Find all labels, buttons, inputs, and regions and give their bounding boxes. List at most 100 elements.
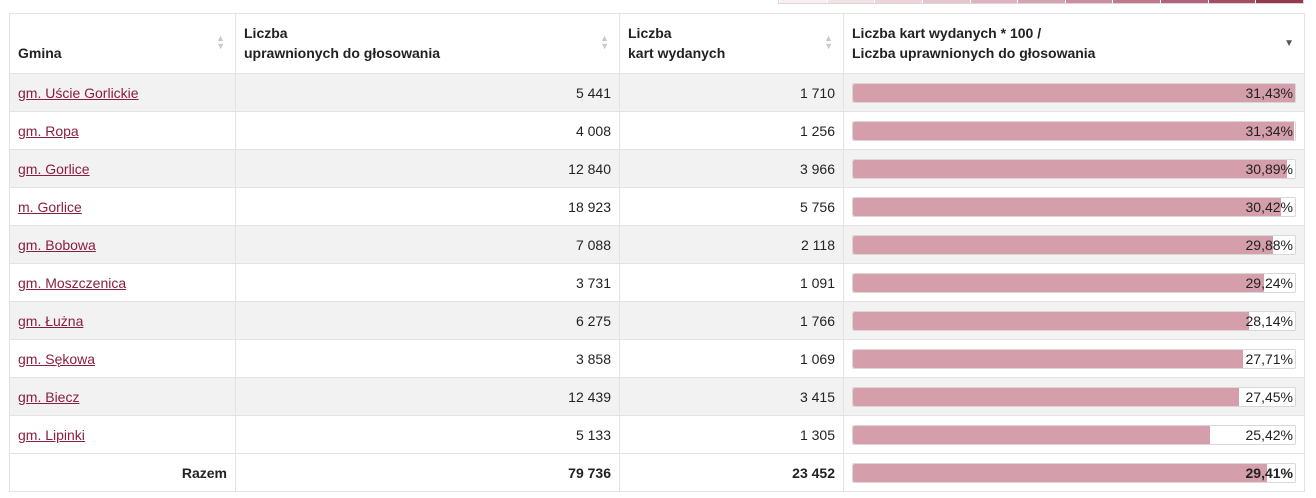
gmina-link[interactable]: gm. Łużna xyxy=(18,312,84,329)
sort-both-icon[interactable]: ▲ ▼ xyxy=(824,33,833,51)
gmina-cell: gm. Biecz xyxy=(9,377,236,416)
column-header-label: Liczba xyxy=(628,25,672,41)
frekwencja-bar-fill xyxy=(853,121,1294,140)
table-header-row: Gmina ▲ ▼ Liczba uprawnionych do głosowan… xyxy=(9,13,1305,74)
gmina-cell: m. Gorlice xyxy=(9,187,236,226)
frekwencja-value: 27,71% xyxy=(1245,350,1293,367)
frekwencja-cell: 30,42% xyxy=(843,187,1305,226)
total-row: Razem 79 736 23 452 29,41% xyxy=(9,453,1305,492)
column-header-gmina[interactable]: Gmina ▲ ▼ xyxy=(9,13,236,74)
column-header-label: Liczba uprawnionych do głosowania xyxy=(852,45,1096,61)
sort-both-icon[interactable]: ▲ ▼ xyxy=(216,33,225,51)
gmina-cell: gm. Łużna xyxy=(9,301,236,340)
karty-cell: 1 069 xyxy=(619,339,844,378)
frekwencja-bar: 30,42% xyxy=(852,196,1296,217)
gmina-link[interactable]: gm. Uście Gorlickie xyxy=(18,84,139,101)
frekwencja-cell: 31,34% xyxy=(843,111,1305,150)
legend-swatch xyxy=(826,0,875,3)
frekwencja-bar: 31,34% xyxy=(852,120,1296,141)
gmina-link[interactable]: gm. Sękowa xyxy=(18,350,96,367)
legend-swatch xyxy=(1017,0,1065,3)
column-header-frekwencja[interactable]: Liczba kart wydanych * 100 / Liczba upra… xyxy=(843,13,1305,74)
legend-swatch xyxy=(1207,0,1256,3)
frekwencja-bar: 29,24% xyxy=(852,272,1296,293)
frekwencja-cell: 25,42% xyxy=(843,415,1305,454)
frekwencja-value: 30,89% xyxy=(1245,160,1293,177)
column-header-label: Liczba xyxy=(244,25,288,41)
gmina-link[interactable]: gm. Lipinki xyxy=(18,426,85,443)
frekwencja-bar: 30,89% xyxy=(852,158,1296,179)
table-row: gm. Uście Gorlickie 5 441 1 710 31,43% xyxy=(9,73,1305,112)
frekwencja-bar-fill xyxy=(853,273,1265,292)
legend-swatch xyxy=(921,0,970,3)
column-header-karty[interactable]: Liczba kart wydanych ▲ ▼ xyxy=(619,13,844,74)
legend-swatch xyxy=(1255,0,1304,3)
table-row: gm. Biecz 12 439 3 415 27,45% xyxy=(9,377,1305,416)
frekwencja-bar-fill xyxy=(853,349,1243,368)
frekwencja-value: 25,42% xyxy=(1245,426,1293,443)
uprawnieni-cell: 7 088 xyxy=(235,225,620,264)
karty-cell: 1 305 xyxy=(619,415,844,454)
color-scale-legend xyxy=(778,0,1304,4)
frekwencja-bar-fill xyxy=(853,463,1267,482)
uprawnieni-cell: 12 439 xyxy=(235,377,620,416)
table-row: gm. Lipinki 5 133 1 305 25,42% xyxy=(9,415,1305,454)
table-row: m. Gorlice 18 923 5 756 30,42% xyxy=(9,187,1305,226)
gmina-cell: gm. Lipinki xyxy=(9,415,236,454)
frekwencja-cell: 27,45% xyxy=(843,377,1305,416)
uprawnieni-cell: 6 275 xyxy=(235,301,620,340)
frekwencja-cell: 31,43% xyxy=(843,73,1305,112)
uprawnieni-cell: 18 923 xyxy=(235,187,620,226)
column-header-uprawnieni[interactable]: Liczba uprawnionych do głosowania ▲ ▼ xyxy=(235,13,620,74)
column-header-label: Liczba kart wydanych * 100 / xyxy=(852,25,1042,41)
uprawnieni-cell: 3 858 xyxy=(235,339,620,378)
frekwencja-bar-fill xyxy=(853,425,1211,444)
karty-cell: 2 118 xyxy=(619,225,844,264)
gmina-cell: gm. Ropa xyxy=(9,111,236,150)
frekwencja-cell: 29,24% xyxy=(843,263,1305,302)
table-row: gm. Bobowa 7 088 2 118 29,88% xyxy=(9,225,1305,264)
gmina-link[interactable]: gm. Gorlice xyxy=(18,160,90,177)
frekwencja-bar: 31,43% xyxy=(852,82,1296,103)
gmina-link[interactable]: gm. Bobowa xyxy=(18,236,96,253)
frekwencja-bar: 27,71% xyxy=(852,348,1296,369)
table-row: gm. Sękowa 3 858 1 069 27,71% xyxy=(9,339,1305,378)
frekwencja-value: 31,34% xyxy=(1245,122,1293,139)
frekwencja-bar-fill xyxy=(853,387,1240,406)
frekwencja-bar-fill xyxy=(853,83,1295,102)
karty-cell: 1 091 xyxy=(619,263,844,302)
uprawnieni-cell: 5 133 xyxy=(235,415,620,454)
gmina-cell: gm. Uście Gorlickie xyxy=(9,73,236,112)
column-header-label: uprawnionych do głosowania xyxy=(244,45,441,61)
table-row: gm. Gorlice 12 840 3 966 30,89% xyxy=(9,149,1305,188)
frekwencja-cell: 29,41% xyxy=(843,453,1305,492)
frekwencja-bar-fill xyxy=(853,311,1249,330)
gmina-link[interactable]: m. Gorlice xyxy=(18,198,82,215)
legend-swatch xyxy=(969,0,1018,3)
sort-both-icon[interactable]: ▲ ▼ xyxy=(600,33,609,51)
sort-desc-icon[interactable]: ▼ xyxy=(1284,38,1294,49)
frekwencja-bar: 25,42% xyxy=(852,424,1296,445)
uprawnieni-cell: 4 008 xyxy=(235,111,620,150)
gmina-cell: gm. Gorlice xyxy=(9,149,236,188)
frekwencja-value: 27,45% xyxy=(1245,388,1293,405)
gmina-link[interactable]: gm. Biecz xyxy=(18,388,80,405)
table-row: gm. Łużna 6 275 1 766 28,14% xyxy=(9,301,1305,340)
total-karty-cell: 23 452 xyxy=(619,453,844,492)
legend-swatch xyxy=(779,0,827,3)
frekwencja-value: 29,24% xyxy=(1245,274,1293,291)
frekwencja-bar-fill xyxy=(853,159,1288,178)
karty-cell: 3 966 xyxy=(619,149,844,188)
gmina-link[interactable]: gm. Ropa xyxy=(18,122,79,139)
frekwencja-cell: 27,71% xyxy=(843,339,1305,378)
karty-cell: 5 756 xyxy=(619,187,844,226)
table-row: gm. Ropa 4 008 1 256 31,34% xyxy=(9,111,1305,150)
gmina-cell: gm. Sękowa xyxy=(9,339,236,378)
karty-cell: 3 415 xyxy=(619,377,844,416)
frekwencja-value: 28,14% xyxy=(1245,312,1293,329)
gmina-link[interactable]: gm. Moszczenica xyxy=(18,274,127,291)
frekwencja-cell: 29,88% xyxy=(843,225,1305,264)
uprawnieni-cell: 5 441 xyxy=(235,73,620,112)
frekwencja-bar: 27,45% xyxy=(852,386,1296,407)
column-header-label: kart wydanych xyxy=(628,45,726,61)
